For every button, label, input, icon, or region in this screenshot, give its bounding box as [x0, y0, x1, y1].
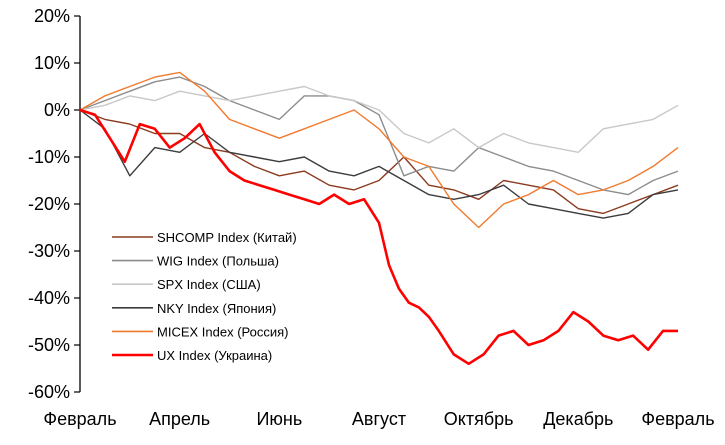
legend-label: NKY Index (Япония) [157, 301, 276, 316]
legend-label: UX Index (Украина) [157, 348, 272, 363]
x-tick-label: Февраль [43, 409, 116, 429]
series-line-5 [79, 108, 678, 366]
y-tick-label: -10% [28, 147, 70, 167]
x-tick-label: Декабрь [543, 409, 613, 429]
x-tick-label: Октябрь [444, 409, 514, 429]
y-tick-label: 0% [44, 100, 70, 120]
x-tick-label: Август [352, 409, 406, 429]
series-line-1 [79, 76, 679, 196]
y-tick-label: 20% [34, 6, 70, 26]
y-tick-label: -60% [28, 382, 70, 402]
y-tick-label: -20% [28, 194, 70, 214]
legend-label: MICEX Index (Россия) [157, 324, 289, 339]
legend-label: WIG Index (Польша) [157, 254, 279, 269]
y-axis: 20% 10% 0% -10% -20% -30% -40% -50% -60% [28, 6, 81, 402]
x-tick-label: Апрель [149, 409, 210, 429]
y-tick-label: -50% [28, 335, 70, 355]
y-tick-label: -30% [28, 241, 70, 261]
series-line-2 [79, 85, 679, 153]
series-line-3 [79, 109, 679, 219]
y-tick-label: 10% [34, 53, 70, 73]
series-line-4 [79, 71, 679, 229]
y-tick-label: -40% [28, 288, 70, 308]
plot-area [79, 71, 679, 366]
legend-label: SHCOMP Index (Китай) [157, 230, 297, 245]
x-tick-label: Февраль [641, 409, 714, 429]
legend-label: SPX Index (США) [157, 277, 261, 292]
legend: SHCOMP Index (Китай) WIG Index (Польша) SP… [112, 230, 297, 363]
x-tick-label: Июнь [256, 409, 302, 429]
x-axis: Февраль Апрель Июнь Август Октябрь Декабрь Фев… [43, 409, 714, 429]
series-line-0 [79, 109, 679, 215]
